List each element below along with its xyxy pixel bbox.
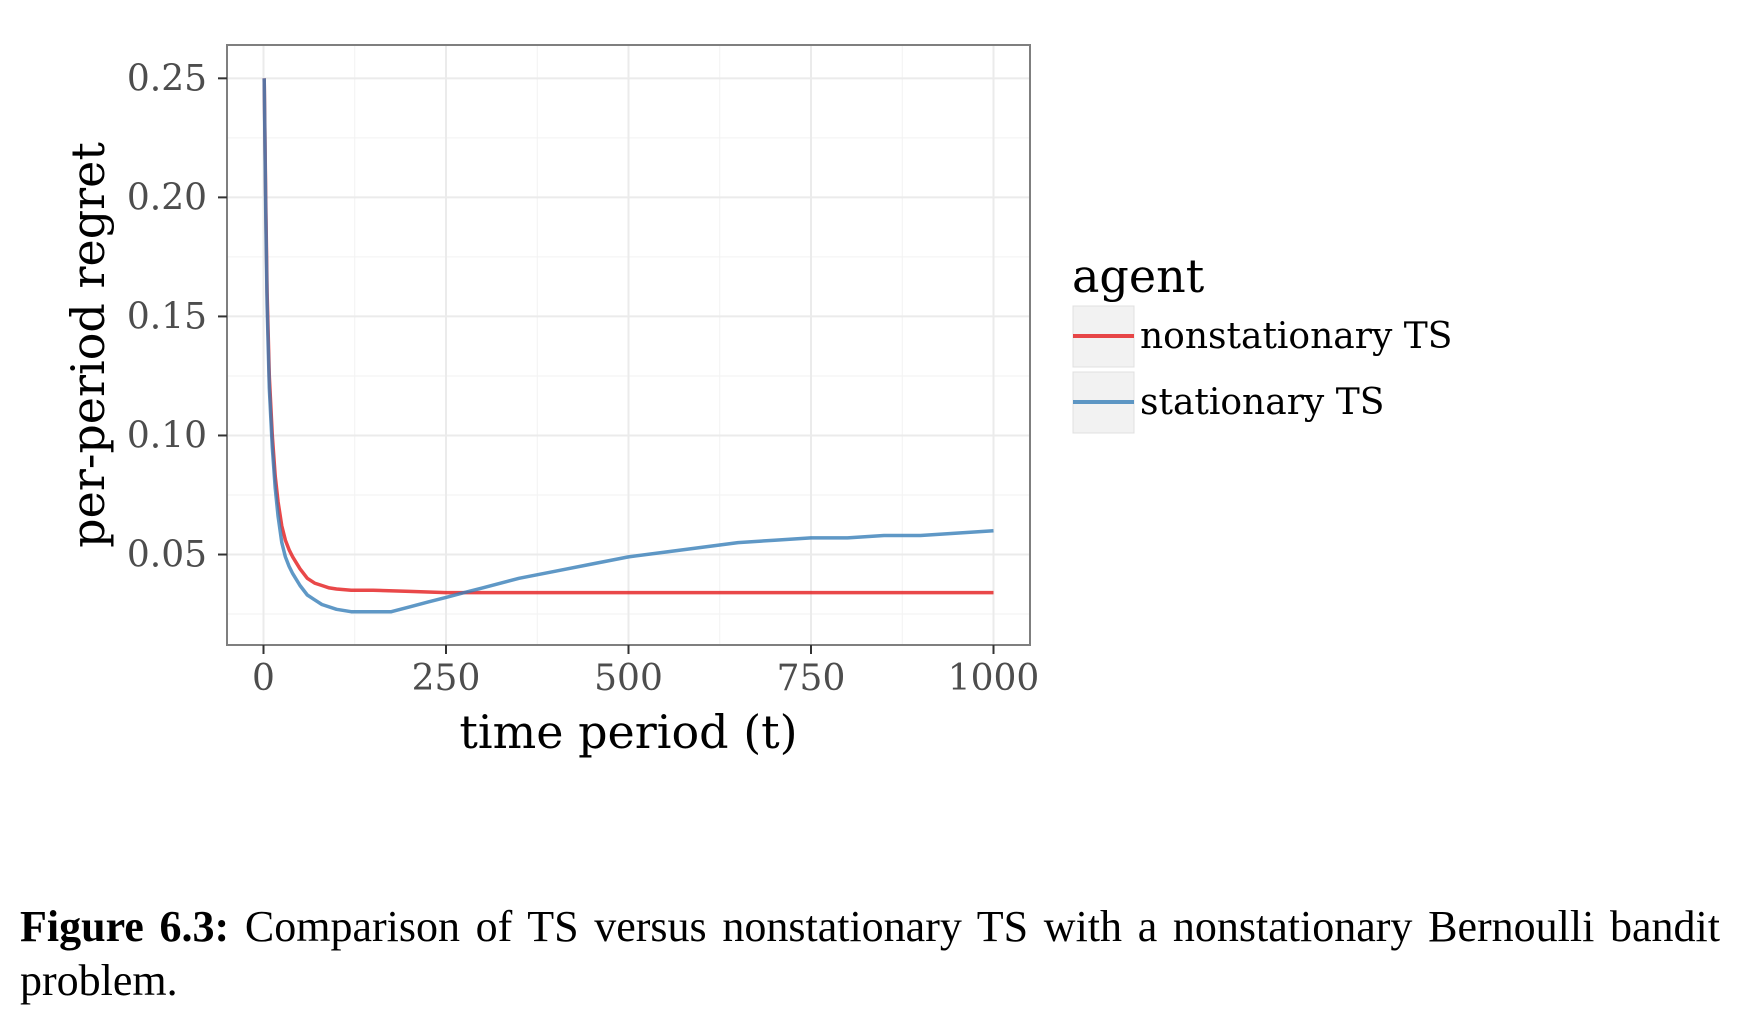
y-tick-label: 0.25 [127,58,207,99]
y-tick-label: 0.15 [127,296,207,337]
major-gridlines [227,45,1030,645]
x-tick-labels: 0 250 500 750 1000 [252,658,1039,699]
caption-text: Comparison of TS versus nonstationary TS… [20,902,1720,1005]
x-tick-label: 0 [252,658,275,699]
x-tick-label: 250 [412,658,481,699]
y-tick-label: 0.05 [127,535,207,576]
legend: agent nonstationary TS stationary TS [1072,249,1452,434]
y-tick-labels: 0.05 0.10 0.15 0.20 0.25 [127,58,207,575]
y-axis-title: per-period regret [61,142,115,548]
axis-ticks [218,77,995,654]
x-axis-title: time period (t) [459,705,797,759]
series-lines [262,78,994,614]
legend-label: stationary TS [1140,382,1384,423]
x-tick-label: 500 [594,658,663,699]
x-tick-label: 1000 [948,658,1040,699]
chart: 0 250 500 750 1000 0.05 0.10 0.15 0.20 0.25 time… [61,44,1452,759]
legend-label: nonstationary TS [1140,316,1452,357]
legend-title: agent [1072,249,1205,303]
figure-caption: Figure 6.3: Comparison of TS versus nons… [20,900,1720,1008]
stationary-ts-line [262,78,994,614]
x-tick-label: 750 [777,658,846,699]
y-tick-label: 0.10 [127,415,207,456]
y-tick-label: 0.20 [127,177,207,218]
figure-label: Figure 6.3: [20,902,230,951]
